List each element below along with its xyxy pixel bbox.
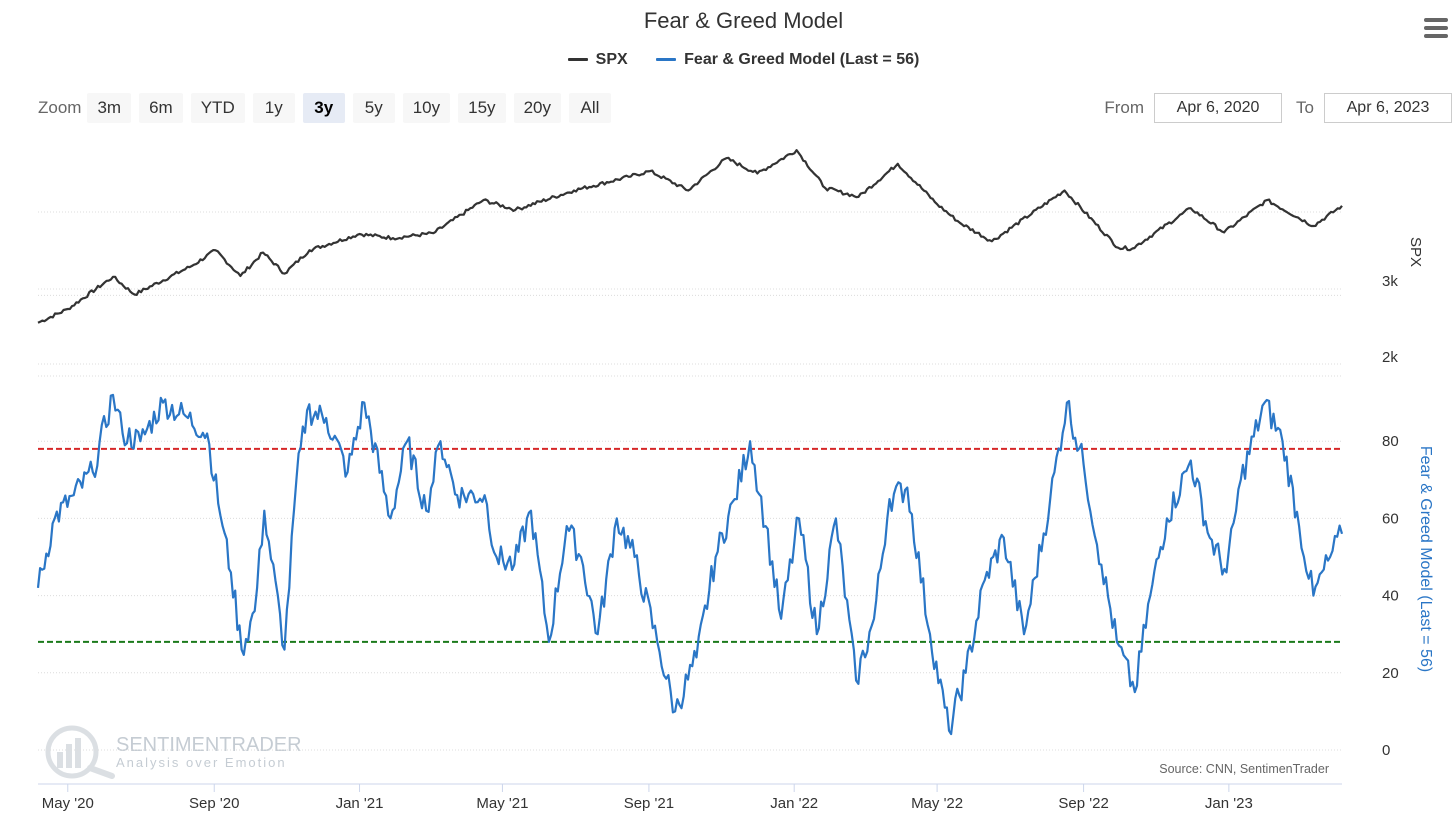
y-tick-fng-40: 40 (1382, 588, 1399, 605)
from-date-input[interactable] (1154, 93, 1283, 123)
x-tick-label-6: May '22 (911, 795, 963, 812)
zoom-button-3y[interactable]: 3y (302, 93, 345, 123)
x-tick-label-8: Jan '23 (1205, 795, 1253, 812)
legend-label-spx: SPX (595, 50, 628, 68)
hamburger-menu-icon[interactable] (1424, 18, 1448, 38)
x-tick-label-4: Sep '21 (624, 795, 674, 812)
x-tick-label-3: May '21 (476, 795, 528, 812)
x-tick-label-7: Sep '22 (1058, 795, 1108, 812)
source-note: Source: CNN, SentimenTrader (1159, 762, 1329, 776)
legend-label-fear-greed: Fear & Greed Model (Last = 56) (684, 50, 920, 68)
watermark-name: SENTIMENTRADER (116, 734, 302, 756)
zoom-label: Zoom (38, 98, 82, 117)
y-tick-fng-0: 0 (1382, 742, 1390, 759)
series-line-spx (37, 149, 1343, 324)
zoom-button-20y[interactable]: 20y (513, 93, 561, 123)
x-tick-label-5: Jan '22 (770, 795, 818, 812)
zoom-button-all[interactable]: All (568, 93, 611, 123)
zoom-button-6m[interactable]: 6m (139, 93, 183, 123)
y-axis-label-fear-greed: Fear & Greed Model (Last = 56) (1417, 446, 1434, 672)
y-tick-fng-20: 20 (1382, 665, 1399, 682)
legend-swatch-fear-greed (656, 58, 677, 61)
zoom-button-1y[interactable]: 1y (252, 93, 295, 123)
to-label: To (1296, 98, 1314, 117)
y-tick-fng-80: 80 (1382, 433, 1399, 450)
logo-bar-3 (75, 738, 81, 768)
x-tick-label-2: Jan '21 (336, 795, 384, 812)
legend-swatch-spx (567, 58, 588, 61)
zoom-button-3m[interactable]: 3m (87, 93, 132, 123)
x-tick-label-0: May '20 (42, 795, 94, 812)
y-tick-fng-60: 60 (1382, 510, 1399, 527)
logo-bar-1 (57, 752, 63, 768)
to-date-input[interactable] (1324, 93, 1452, 123)
date-range-selector: From To (1104, 93, 1452, 123)
zoom-button-ytd[interactable]: YTD (190, 93, 245, 123)
logo-handle (87, 765, 115, 779)
zoom-button-10y[interactable]: 10y (402, 93, 451, 123)
logo-bar-2 (66, 744, 72, 768)
x-tick-label-1: Sep '20 (189, 795, 239, 812)
watermark-tagline: Analysis over Emotion (116, 755, 287, 770)
zoom-button-15y[interactable]: 15y (458, 93, 506, 123)
zoom-controls: Zoom 3m 6m YTD 1y 3y 5y 10y 15y 20y All (38, 93, 619, 123)
legend: SPX Fear & Greed Model (Last = 56) (0, 48, 1456, 69)
zoom-button-5y[interactable]: 5y (352, 93, 395, 123)
y-tick-spx-2k: 2k (1382, 349, 1398, 366)
legend-item-spx[interactable]: SPX (567, 50, 628, 69)
y-tick-spx-3k: 3k (1382, 273, 1398, 290)
sentimentrader-logo (45, 725, 115, 779)
chart-title: Fear & Greed Model (643, 8, 844, 33)
y-axis-label-spx: SPX (1407, 237, 1424, 267)
legend-item-fear-greed[interactable]: Fear & Greed Model (Last = 56) (656, 51, 919, 69)
series-line-fear-greed (36, 393, 1344, 736)
logo-ring (45, 725, 99, 779)
from-label: From (1104, 98, 1145, 117)
